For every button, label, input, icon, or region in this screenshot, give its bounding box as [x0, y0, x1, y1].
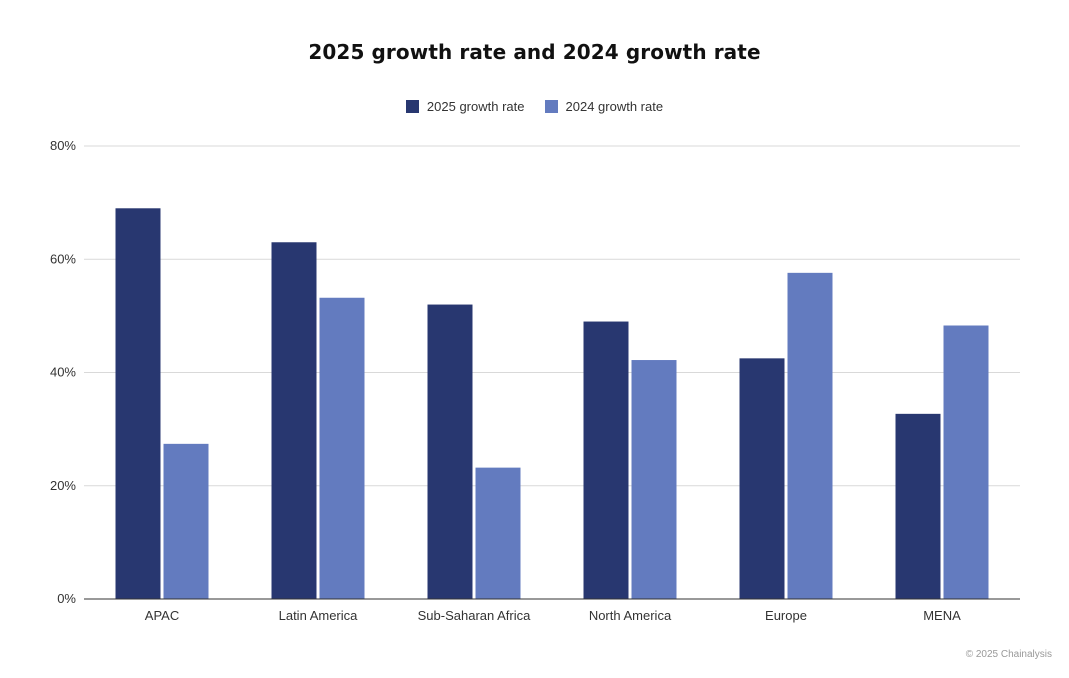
y-tick-label-20: 20%	[50, 478, 76, 493]
bar-2025-latin-america	[271, 242, 317, 599]
legend-label-2024: 2024 growth rate	[565, 99, 664, 114]
legend-label-2025: 2025 growth rate	[426, 99, 525, 114]
bar-2025-apac	[115, 208, 161, 599]
x-tick-label-apac: APAC	[145, 608, 179, 623]
chart-legend: 2025 growth rate 2024 growth rate	[0, 99, 1069, 114]
x-tick-label-north-america: North America	[589, 608, 672, 623]
bar-2025-sub-saharan-africa	[427, 304, 473, 599]
legend-item-2024: 2024 growth rate	[544, 99, 664, 114]
chart-title: 2025 growth rate and 2024 growth rate	[308, 40, 761, 64]
bar-2025-europe	[739, 358, 785, 599]
bar-2025-mena	[895, 413, 941, 599]
bar-2024-sub-saharan-africa	[475, 467, 521, 599]
x-tick-label-europe: Europe	[765, 608, 807, 623]
x-tick-label-sub-saharan-africa: Sub-Saharan Africa	[418, 608, 532, 623]
legend-swatch-2025	[405, 100, 419, 113]
legend-swatch-2024	[544, 100, 558, 113]
y-tick-label-80: 80%	[50, 138, 76, 153]
x-tick-label-latin-america: Latin America	[279, 608, 359, 623]
bar-2024-mena	[943, 325, 989, 599]
y-tick-label-0: 0%	[57, 591, 76, 606]
x-tick-label-mena: MENA	[923, 608, 961, 623]
y-tick-label-40: 40%	[50, 365, 76, 380]
bar-2025-north-america	[583, 321, 629, 599]
bar-2024-apac	[163, 443, 209, 599]
bar-2024-north-america	[631, 360, 677, 599]
bar-2024-latin-america	[319, 297, 365, 599]
y-tick-label-60: 60%	[50, 251, 76, 266]
bar-2024-europe	[787, 272, 833, 599]
copyright-credit: © 2025 Chainalysis	[965, 649, 1052, 660]
legend-item-2025: 2025 growth rate	[405, 99, 525, 114]
